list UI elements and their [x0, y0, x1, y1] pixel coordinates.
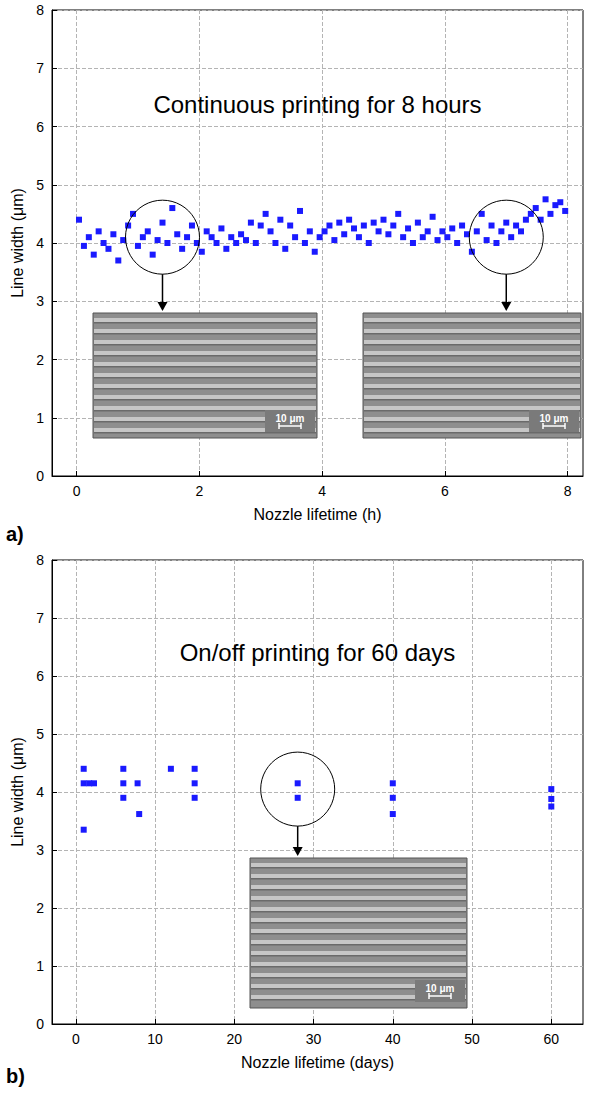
svg-text:Nozzle lifetime (h): Nozzle lifetime (h)	[253, 506, 381, 523]
svg-text:0: 0	[36, 1016, 44, 1032]
svg-text:4: 4	[36, 784, 44, 800]
svg-text:6: 6	[36, 668, 44, 684]
svg-text:10: 10	[147, 1031, 163, 1047]
svg-text:5: 5	[36, 177, 44, 193]
svg-text:2: 2	[195, 483, 203, 499]
svg-text:8: 8	[564, 483, 572, 499]
svg-text:On/off printing for 60 days: On/off printing for 60 days	[180, 639, 456, 666]
svg-text:6: 6	[36, 119, 44, 135]
svg-text:4: 4	[36, 235, 44, 251]
svg-text:7: 7	[36, 610, 44, 626]
svg-text:60: 60	[544, 1031, 560, 1047]
svg-text:5: 5	[36, 726, 44, 742]
svg-text:Line width (μm): Line width (μm)	[9, 737, 26, 847]
svg-text:Line width (μm): Line width (μm)	[9, 188, 26, 298]
svg-text:a): a)	[6, 523, 24, 545]
svg-text:10 μm: 10 μm	[540, 413, 569, 424]
svg-text:Nozzle lifetime (days): Nozzle lifetime (days)	[241, 1054, 394, 1071]
svg-text:b): b)	[6, 1065, 25, 1087]
svg-text:2: 2	[36, 352, 44, 368]
svg-text:40: 40	[385, 1031, 401, 1047]
svg-text:7: 7	[36, 60, 44, 76]
svg-text:Continuous printing for 8 hour: Continuous printing for 8 hours	[153, 91, 481, 118]
svg-text:8: 8	[36, 552, 44, 568]
svg-text:4: 4	[318, 483, 326, 499]
svg-text:0: 0	[36, 468, 44, 484]
svg-text:8: 8	[36, 2, 44, 18]
svg-text:10 μm: 10 μm	[276, 413, 305, 424]
svg-text:1: 1	[36, 410, 44, 426]
svg-text:6: 6	[441, 483, 449, 499]
svg-text:0: 0	[72, 1031, 80, 1047]
svg-text:2: 2	[36, 900, 44, 916]
svg-text:10 μm: 10 μm	[426, 983, 455, 994]
svg-text:1: 1	[36, 958, 44, 974]
svg-text:20: 20	[226, 1031, 242, 1047]
svg-text:3: 3	[36, 842, 44, 858]
svg-text:50: 50	[464, 1031, 480, 1047]
svg-text:0: 0	[73, 483, 81, 499]
svg-text:30: 30	[306, 1031, 322, 1047]
svg-text:3: 3	[36, 293, 44, 309]
